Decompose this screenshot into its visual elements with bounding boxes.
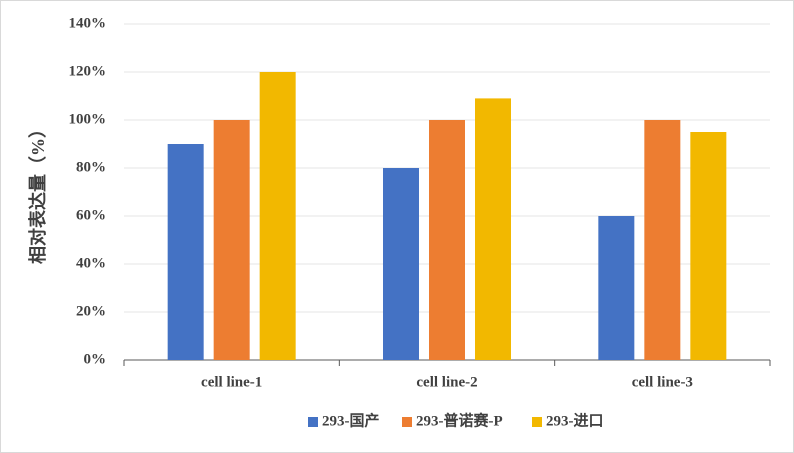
x-tick-label: cell line-2 bbox=[416, 374, 477, 390]
y-axis-label: 相对表达量（%） bbox=[27, 120, 48, 264]
legend-label: 293-普诺赛-P bbox=[416, 411, 503, 429]
y-tick-label: 140% bbox=[69, 15, 107, 31]
y-tick-label: 100% bbox=[69, 111, 107, 127]
y-tick-label: 80% bbox=[76, 159, 106, 175]
bar bbox=[383, 168, 419, 360]
y-tick-label: 120% bbox=[69, 63, 107, 79]
bar bbox=[167, 144, 204, 360]
y-tick-label: 0% bbox=[84, 351, 107, 367]
legend-swatch bbox=[308, 417, 318, 427]
bar bbox=[475, 98, 511, 361]
y-tick-label: 40% bbox=[76, 255, 106, 271]
bar bbox=[429, 120, 465, 360]
bar bbox=[690, 132, 727, 360]
legend-swatch bbox=[532, 417, 542, 427]
bar bbox=[213, 120, 250, 360]
x-tick-label: cell line-1 bbox=[201, 374, 262, 390]
bar bbox=[259, 72, 296, 360]
y-tick-label: 60% bbox=[76, 207, 106, 223]
y-tick-label: 20% bbox=[76, 303, 106, 319]
x-tick-label: cell line-3 bbox=[632, 374, 693, 390]
bar bbox=[598, 216, 635, 360]
legend-label: 293-国产 bbox=[322, 411, 380, 429]
legend-swatch bbox=[402, 417, 412, 427]
legend-label: 293-进口 bbox=[546, 412, 604, 429]
bar bbox=[644, 120, 681, 360]
